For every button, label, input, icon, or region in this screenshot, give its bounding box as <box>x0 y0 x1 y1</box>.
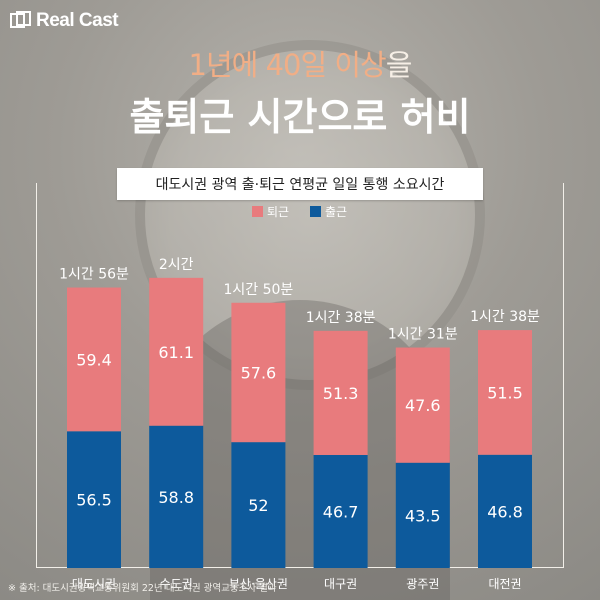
bar-commute-in-6 <box>478 454 532 568</box>
legend-label-2: 출근 <box>325 205 347 219</box>
bar-commute-in-4 <box>313 454 368 568</box>
data-label-commute-in-4: 46.7 <box>323 502 359 521</box>
data-label-commute-out-3: 57.6 <box>241 363 277 382</box>
data-label-commute-out-6: 51.5 <box>487 383 523 402</box>
bar-commute-out-3 <box>231 302 286 443</box>
bar-commute-out-5 <box>395 347 450 463</box>
data-label-commute-out-4: 51.3 <box>323 384 359 403</box>
headline-line-1: 1년에 40일 이상을 <box>0 42 600 84</box>
bar-commute-in-2 <box>149 425 204 568</box>
bar-commute-out-2 <box>149 277 204 426</box>
category-label-5: 광주권 <box>406 577 439 591</box>
data-label-commute-in-6: 46.8 <box>487 502 523 521</box>
data-label-commute-in-1: 56.5 <box>76 491 112 510</box>
data-label-commute-in-5: 43.5 <box>405 506 441 525</box>
logo-icon <box>10 11 31 28</box>
total-label-3: 1시간 50분 <box>223 282 293 298</box>
source-note: ※ 출처: 대도시권광역교통위원회 22년 대도시권 광역교통조사 결과 <box>8 583 277 594</box>
total-label-4: 1시간 38분 <box>306 310 376 326</box>
category-label-3: 부산·울산권 <box>229 577 288 591</box>
logo-text: Real Cast <box>36 10 119 31</box>
data-label-commute-out-2: 61.1 <box>158 343 194 362</box>
chart-title: 대도시권 광역 출·퇴근 연평균 일일 통행 소요시간 <box>117 168 483 200</box>
bar-commute-out-6 <box>478 330 532 455</box>
data-label-commute-out-5: 47.6 <box>405 396 441 415</box>
bar-commute-out-1 <box>67 287 121 432</box>
bar-commute-in-5 <box>395 462 450 568</box>
legend-label-1: 퇴근 <box>267 205 289 219</box>
total-label-1: 1시간 56분 <box>59 267 129 283</box>
bar-commute-in-3 <box>231 442 286 568</box>
total-label-2: 2시간 <box>159 257 194 273</box>
legend-swatch-1 <box>252 206 263 217</box>
chart-frame <box>36 183 564 568</box>
headline-line-2: 출퇴근 시간으로 허비 <box>129 95 471 139</box>
headline-particle: 을 <box>385 48 413 82</box>
category-label-2: 수도권 <box>160 577 193 591</box>
headline-highlight: 1년에 40일 이상 <box>188 48 387 82</box>
bar-commute-in-1 <box>67 431 121 568</box>
brand-logo: Real Cast <box>10 10 119 32</box>
data-label-commute-in-2: 58.8 <box>158 488 194 507</box>
category-label-6: 대전권 <box>488 577 521 591</box>
total-label-6: 1시간 38분 <box>470 309 540 325</box>
data-label-commute-in-3: 52 <box>248 496 268 515</box>
legend-swatch-2 <box>310 206 321 217</box>
category-label-4: 대구권 <box>324 577 357 591</box>
category-label-1: 대도시권 <box>72 577 116 591</box>
total-label-5: 1시간 31분 <box>388 327 458 343</box>
data-label-commute-out-1: 59.4 <box>76 350 112 369</box>
bar-commute-out-4 <box>313 330 368 455</box>
